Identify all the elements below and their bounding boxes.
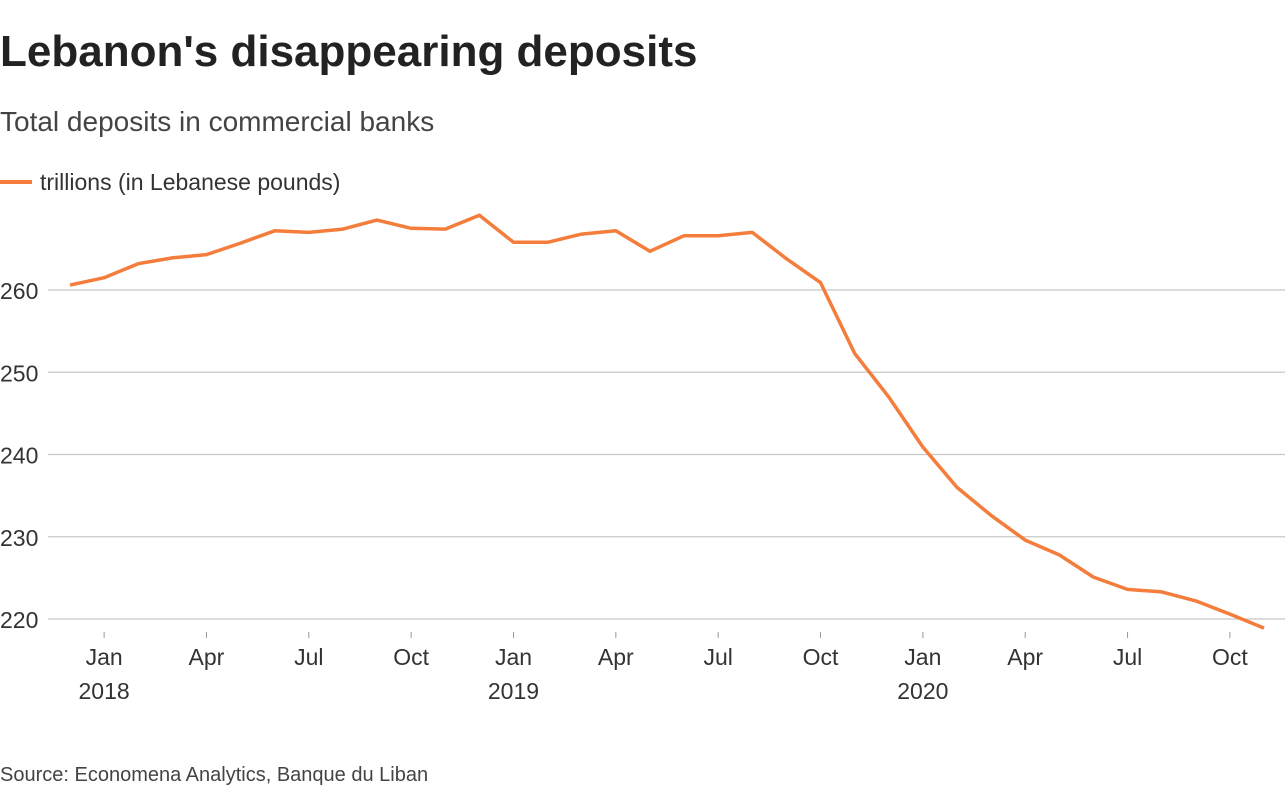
x-tick-label: Apr <box>1007 644 1043 670</box>
chart-title: Lebanon's disappearing deposits <box>0 27 697 76</box>
x-tick-label: Oct <box>1212 644 1248 670</box>
x-tick-label: Jan 2020 <box>897 644 948 704</box>
x-tick-label: Jan 2018 <box>79 644 130 704</box>
y-tick-label: 230 <box>0 525 38 551</box>
x-tick-label: Jul <box>294 644 323 670</box>
x-tick-label: Apr <box>598 644 634 670</box>
x-tick-label: Apr <box>189 644 225 670</box>
source-note: Source: Economena Analytics, Banque du L… <box>0 764 428 786</box>
chart-subtitle: Total deposits in commercial banks <box>0 106 434 137</box>
y-tick-label: 240 <box>0 443 38 469</box>
y-tick-label: 260 <box>0 278 38 304</box>
legend-label: trillions (in Lebanese pounds) <box>40 169 340 195</box>
y-tick-label: 250 <box>0 360 38 386</box>
data-line <box>69 213 1265 630</box>
y-tick-label: 220 <box>0 607 38 633</box>
x-tick-label: Jul <box>1113 644 1142 670</box>
x-tick-label: Oct <box>803 644 839 670</box>
x-tick-label: Jan 2019 <box>488 644 539 704</box>
x-tick-label: Oct <box>393 644 429 670</box>
x-tick-label: Jul <box>703 644 732 670</box>
